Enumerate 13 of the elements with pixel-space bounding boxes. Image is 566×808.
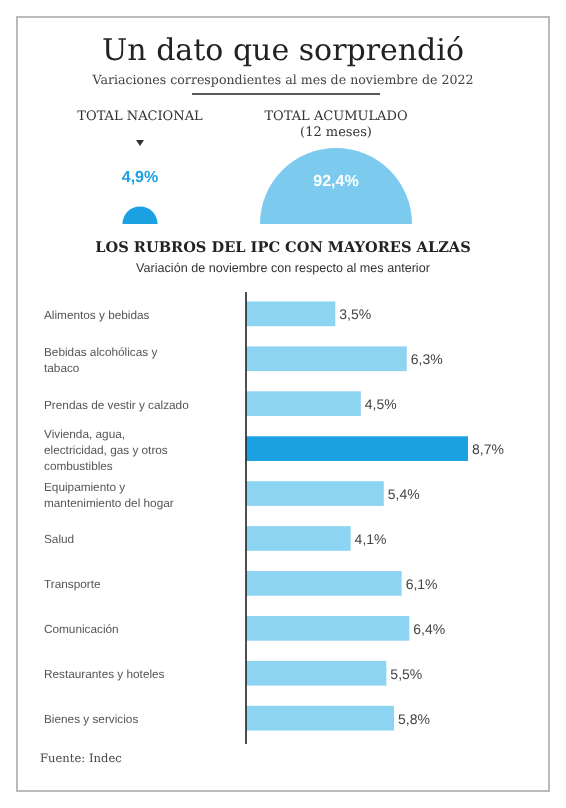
bar [246,571,402,596]
bar [246,391,361,417]
bar [246,346,407,372]
bar [246,526,351,551]
bar [246,615,410,641]
text: Un dato que sorprendió [102,32,464,68]
bar [246,301,336,327]
bar [246,436,468,461]
bar [246,481,384,506]
data-label: 4,9% [121,168,159,187]
data-label: 92,4% [313,172,359,190]
bar [246,705,394,731]
bar [246,660,387,686]
